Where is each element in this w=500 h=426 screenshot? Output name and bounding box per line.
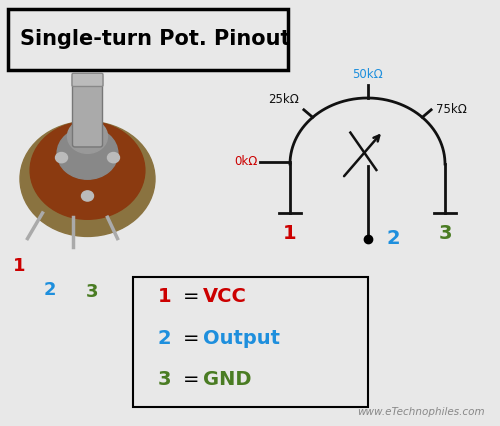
Text: 1: 1 xyxy=(13,257,25,275)
Text: 1: 1 xyxy=(283,224,297,243)
Circle shape xyxy=(68,119,108,153)
Text: 3: 3 xyxy=(86,283,99,301)
Text: 3: 3 xyxy=(438,224,452,243)
Text: =: = xyxy=(182,371,199,389)
Text: 25kΩ: 25kΩ xyxy=(268,92,299,106)
Circle shape xyxy=(57,127,118,179)
Circle shape xyxy=(30,121,145,219)
Text: VCC: VCC xyxy=(202,287,246,305)
Text: 3: 3 xyxy=(158,371,171,389)
FancyBboxPatch shape xyxy=(8,9,287,70)
Text: 50kΩ: 50kΩ xyxy=(352,68,383,81)
Circle shape xyxy=(108,153,120,163)
Text: www.eTechnophiles.com: www.eTechnophiles.com xyxy=(358,407,485,417)
Text: 0kΩ: 0kΩ xyxy=(234,155,258,168)
Text: 1: 1 xyxy=(158,287,171,305)
FancyBboxPatch shape xyxy=(72,73,103,86)
FancyBboxPatch shape xyxy=(72,75,102,147)
Text: 2: 2 xyxy=(386,229,400,248)
Circle shape xyxy=(82,191,94,201)
Text: GND: GND xyxy=(202,371,251,389)
Circle shape xyxy=(20,121,155,236)
Text: 2: 2 xyxy=(44,281,56,299)
Text: =: = xyxy=(182,287,199,305)
Text: 2: 2 xyxy=(158,329,171,348)
Text: 75kΩ: 75kΩ xyxy=(436,103,467,116)
Text: =: = xyxy=(182,329,199,348)
Text: Output: Output xyxy=(202,329,280,348)
Circle shape xyxy=(56,153,68,163)
Text: Single-turn Pot. Pinout: Single-turn Pot. Pinout xyxy=(20,29,290,49)
FancyBboxPatch shape xyxy=(132,277,368,407)
